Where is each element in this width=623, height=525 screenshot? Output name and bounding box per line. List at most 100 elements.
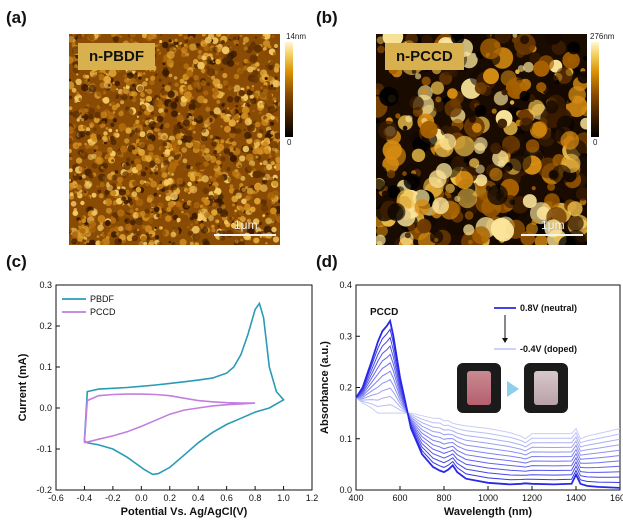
- afm-grain: [157, 132, 162, 136]
- afm-grain: [135, 198, 144, 207]
- afm-grain: [243, 128, 246, 132]
- arrow-down-icon: [502, 338, 508, 343]
- afm-grain: [509, 149, 532, 172]
- afm-grain: [206, 118, 210, 123]
- afm-grain: [98, 173, 106, 182]
- afm-grain: [519, 90, 531, 102]
- scalebar-label: 1μm: [234, 218, 258, 232]
- afm-grain: [69, 168, 73, 173]
- afm-grain: [117, 186, 121, 190]
- afm-grain: [187, 226, 190, 229]
- afm-grain: [151, 202, 156, 208]
- spectrum-intermediate: [355, 361, 621, 464]
- afm-grain: [163, 180, 170, 186]
- afm-grain: [230, 88, 235, 93]
- afm-grain: [205, 36, 212, 44]
- afm-grain: [159, 34, 163, 36]
- afm-grain: [113, 119, 116, 122]
- afm-grain: [94, 150, 103, 158]
- afm-grain: [528, 99, 545, 116]
- afm-grain: [525, 139, 540, 153]
- afm-grain: [143, 241, 147, 245]
- afm-grain: [78, 166, 84, 172]
- afm-grain: [93, 145, 99, 150]
- afm-grain: [179, 78, 185, 84]
- afm-grain: [173, 76, 178, 80]
- afm-grain: [84, 108, 89, 113]
- afm-grain: [175, 201, 182, 208]
- afm-grain: [76, 184, 82, 190]
- afm-grain: [376, 88, 380, 95]
- afm-grain: [265, 65, 268, 68]
- afm-grain: [244, 131, 252, 140]
- afm-grain: [136, 115, 139, 118]
- afm-grain: [138, 76, 142, 80]
- afm-grain: [193, 139, 196, 143]
- afm-grain: [220, 139, 225, 144]
- afm-grain: [117, 143, 121, 147]
- afm-grain: [96, 235, 100, 239]
- afm-grain: [402, 171, 407, 176]
- afm-grain: [145, 34, 153, 42]
- afm-grain: [161, 172, 168, 179]
- afm-grain: [96, 105, 101, 109]
- afm-grain: [211, 129, 218, 136]
- afm-grain: [143, 180, 147, 183]
- afm-grain: [149, 171, 153, 175]
- afm-grain: [146, 139, 153, 145]
- afm-grain: [217, 83, 223, 89]
- afm-grain: [475, 164, 485, 174]
- afm-grain: [105, 235, 110, 240]
- afm-grain: [87, 154, 94, 161]
- afm-grain: [512, 34, 518, 38]
- afm-grain: [180, 42, 183, 44]
- afm-grain: [158, 136, 162, 140]
- afm-grain: [216, 34, 222, 37]
- y-tick-label: 0.2: [39, 321, 52, 331]
- afm-grain: [153, 192, 158, 197]
- afm-grain: [79, 189, 83, 193]
- afm-grain: [135, 163, 143, 171]
- afm-grain: [266, 163, 273, 171]
- afm-grain: [491, 108, 497, 114]
- afm-grain: [567, 215, 584, 232]
- afm-grain: [147, 218, 155, 225]
- afm-grain: [220, 156, 226, 162]
- afm-grain: [414, 199, 431, 216]
- afm-grain: [220, 125, 223, 128]
- afm-grain: [135, 186, 142, 193]
- afm-grain: [216, 46, 223, 52]
- afm-grain: [124, 138, 130, 144]
- afm-grain: [225, 98, 228, 102]
- afm-grain: [138, 242, 143, 245]
- x-tick-label: 0.2: [164, 493, 177, 503]
- afm-grain: [120, 100, 125, 105]
- afm-grain: [259, 235, 263, 238]
- afm-grain: [122, 204, 130, 212]
- afm-grain: [246, 187, 254, 195]
- afm-grain: [227, 80, 235, 88]
- afm-grain: [211, 141, 217, 147]
- afm-grain: [269, 176, 273, 180]
- afm-grain: [209, 185, 216, 192]
- afm-grain: [78, 176, 83, 180]
- afm-grain: [112, 35, 119, 43]
- afm-grain: [182, 119, 190, 127]
- afm-grain: [153, 168, 157, 172]
- cuvette-doped: [534, 371, 558, 405]
- afm-grain: [264, 84, 267, 88]
- afm-grain: [196, 45, 202, 51]
- afm-grain: [186, 135, 193, 142]
- afm-grain: [198, 186, 203, 191]
- legend-label-doped: -0.4V (doped): [520, 344, 577, 354]
- afm-grain: [202, 221, 206, 225]
- afm-grain: [253, 218, 260, 225]
- afm-grain: [274, 116, 278, 120]
- afm-grain: [415, 73, 422, 80]
- afm-grain: [125, 223, 133, 231]
- afm-grain: [254, 183, 262, 191]
- afm-grain: [125, 117, 129, 121]
- afm-grain: [216, 143, 225, 152]
- afm-grain: [260, 184, 268, 192]
- afm-grain: [150, 126, 155, 130]
